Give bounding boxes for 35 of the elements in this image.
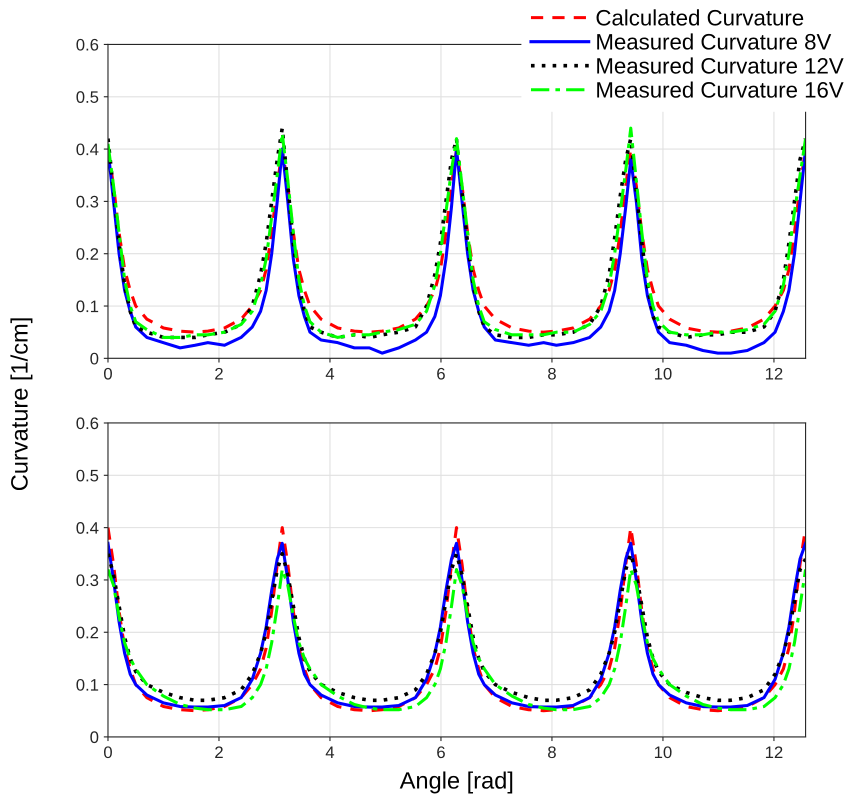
x-tick-label: 2 [215,368,223,380]
y-tick-label: 0 [90,352,98,365]
y-tick-label: 0.6 [76,417,98,430]
x-tick-label: 0 [104,746,112,758]
x-tick-label: 6 [437,746,445,758]
x-tick-label: 0 [104,368,112,380]
x-tick-label: 8 [548,746,556,758]
y-tick-label: 0.1 [76,300,98,312]
y-tick-label: 0.4 [76,522,98,534]
line-series [108,568,806,712]
y-tick-label: 0.2 [76,248,98,260]
x-tick-label: 10 [654,746,672,758]
x-tick-label: 12 [766,746,782,758]
x-tick-label: 4 [326,746,334,758]
x-tick-label: 2 [215,746,223,758]
x-tick-label: 10 [654,368,672,380]
y-tick-label: 0.3 [76,574,98,586]
x-axis-title: Angle [rad] [400,771,512,794]
y-axis-title: Curvature [1/cm] [10,318,32,490]
x-tick-label: 4 [326,368,334,380]
y-tick-label: 0.3 [76,196,98,208]
legend-label: Measured Curvature 8V [597,33,832,50]
x-tick-label: 12 [766,368,782,380]
legend-label: Measured Curvature 12V [597,57,844,74]
y-tick-label: 0.5 [76,91,98,103]
y-tick-label: 0.2 [76,626,98,638]
x-tick-label: 8 [548,368,556,380]
y-tick-label: 0.5 [76,470,98,482]
y-tick-label: 0.1 [76,678,98,691]
y-tick-label: 0.6 [76,38,98,51]
legend-label: Measured Curvature 16V [597,81,844,98]
legend-label: Calculated Curvature [596,9,804,26]
x-tick-label: 6 [437,368,445,380]
y-tick-label: 0.4 [76,143,98,156]
y-tick-label: 0 [90,731,98,744]
